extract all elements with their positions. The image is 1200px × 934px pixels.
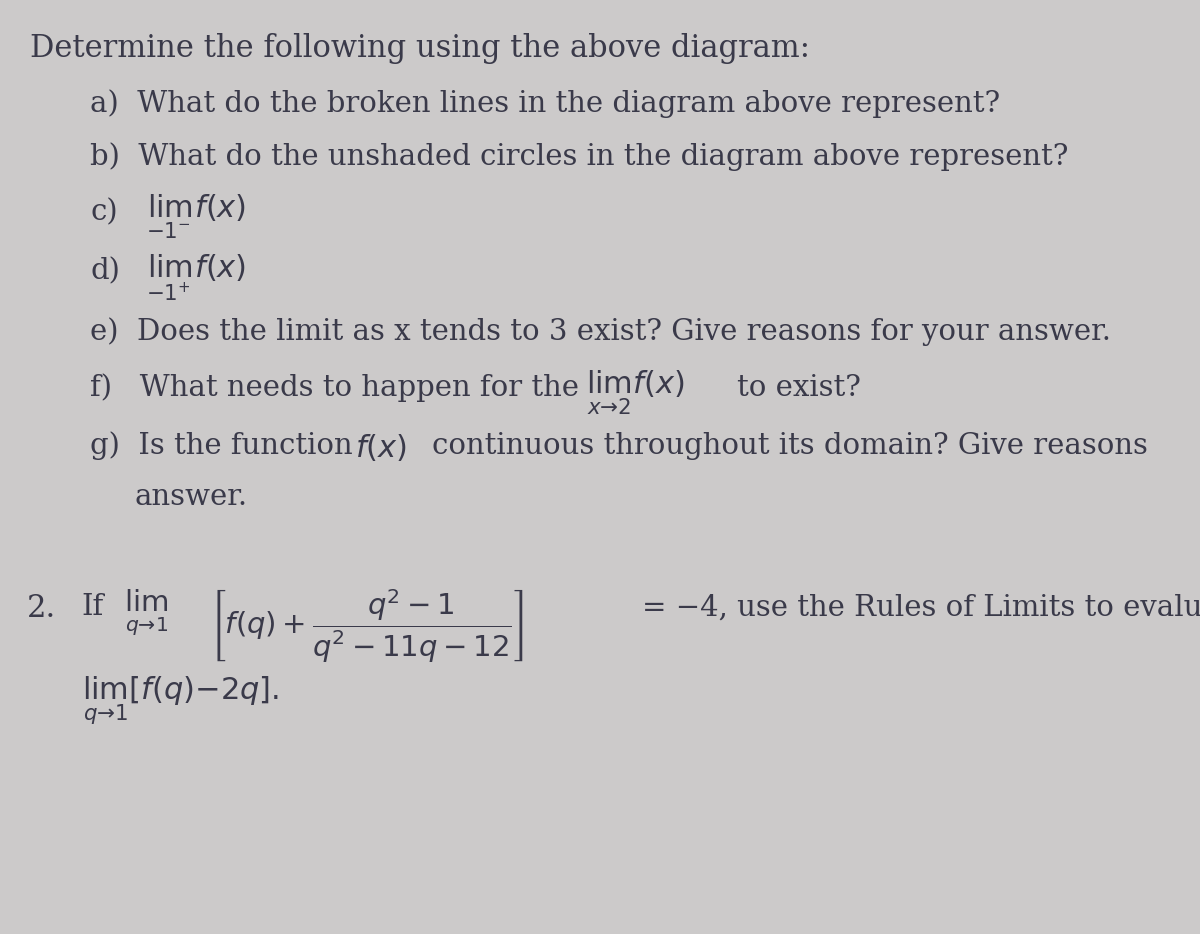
Text: to exist?: to exist? [737,374,860,402]
Text: $\lim_{-1^{-}} f(x)$: $\lim_{-1^{-}} f(x)$ [146,192,247,241]
Text: $\lim_{x\to 2} f(x)$: $\lim_{x\to 2} f(x)$ [586,369,684,417]
Text: d): d) [90,258,120,286]
Text: $\lim_{-1^{+}} f(x)$: $\lim_{-1^{+}} f(x)$ [146,252,247,303]
Text: continuous throughout its domain? Give reasons: continuous throughout its domain? Give r… [432,432,1148,460]
Text: g)  Is the function: g) Is the function [90,432,353,460]
Text: $f(x)$: $f(x)$ [355,432,407,462]
Text: c): c) [90,198,118,226]
Text: $\left[f(q) + \dfrac{q^2-1}{q^2-11q-12}\right]$: $\left[f(q) + \dfrac{q^2-1}{q^2-11q-12}\… [210,587,523,663]
Text: b)  What do the unshaded circles in the diagram above represent?: b) What do the unshaded circles in the d… [90,142,1068,171]
Text: 2.: 2. [26,593,55,624]
Text: e)  Does the limit as x tends to 3 exist? Give reasons for your answer.: e) Does the limit as x tends to 3 exist?… [90,318,1111,347]
Text: f)   What needs to happen for the: f) What needs to happen for the [90,374,580,403]
Text: Determine the following using the above diagram:: Determine the following using the above … [30,33,810,64]
Text: $\lim_{q \to 1}$: $\lim_{q \to 1}$ [124,587,168,636]
Text: $\lim_{q \to 1}[f(q) - 2q].$: $\lim_{q \to 1}[f(q) - 2q].$ [82,674,278,727]
Text: = −4, use the Rules of Limits to evaluate: = −4, use the Rules of Limits to evaluat… [642,593,1200,621]
Text: a)  What do the broken lines in the diagram above represent?: a) What do the broken lines in the diagr… [90,89,1000,118]
Text: If: If [82,593,104,621]
Text: answer.: answer. [134,483,247,511]
